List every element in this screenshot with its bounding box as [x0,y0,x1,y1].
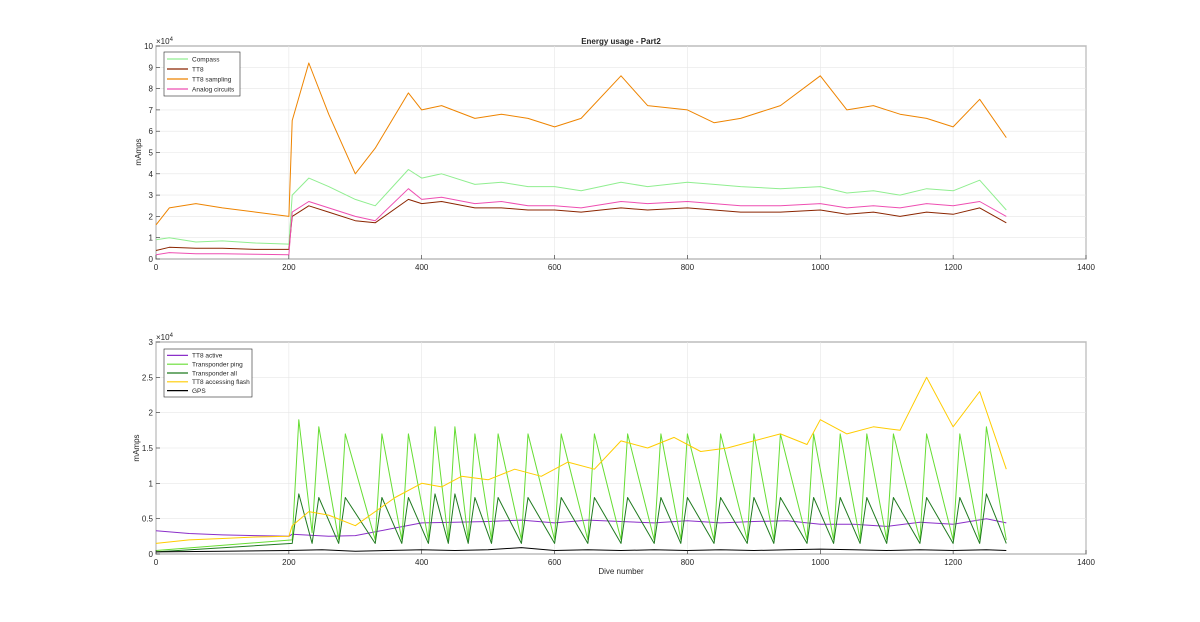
legend-entry-label: TT8 active [192,353,223,360]
top-chart: 0 200 400 600 800 1000 1200 1400 0 1 2 3 4 5 6 7 8 9 10 En… [134,37,1095,272]
top-chart-title: Energy usage - Part2 [581,37,661,46]
legend-entry-label: Compass [192,56,220,63]
y-tick-label: 3 [149,338,154,347]
y-tick-label: 3 [149,191,154,200]
y-tick-label: 0 [149,255,154,264]
x-tick-label: 400 [415,263,429,272]
y-tick-label: 2.5 [142,373,154,382]
y-tick-label: 2 [149,409,154,418]
y-tick-label: 10 [144,42,153,51]
y-tick-label: 7 [149,106,154,115]
bottom-x-axis-label: Dive number [598,567,644,576]
x-tick-label: 800 [681,263,695,272]
top-y-axis-label: mAmps [134,138,143,165]
x-tick-label: 1200 [944,263,962,272]
top-series [155,62,1007,256]
series-line-tt8-sampling [155,62,1007,226]
x-tick-label: 600 [548,558,562,567]
series-line-transponder-ping [155,419,1007,551]
series-line-transponder-all [155,493,1007,553]
series-line-compass [155,169,1007,245]
legend-entry-label: Transponder ping [192,362,243,369]
bottom-y-axis-label: mAmps [132,434,141,461]
y-tick-label: 2 [149,212,154,221]
series-line-tt8-accessing-flash [155,376,1007,544]
x-tick-label: 1000 [811,263,829,272]
top-legend: Compass TT8 TT8 sampling Analog circuits [163,51,241,97]
y-tick-label: 5 [149,149,154,158]
x-tick-label: 0 [154,263,159,272]
y-tick-label: 4 [149,170,154,179]
x-tick-label: 1000 [811,558,829,567]
x-tick-label: 600 [548,263,562,272]
bottom-chart: 0 200 400 600 800 1000 1200 1400 0 0.5 1 1.5 2 2.5 3 D… [132,333,1095,576]
y-tick-label: 9 [149,63,154,72]
x-tick-label: 1200 [944,558,962,567]
x-tick-label: 200 [282,558,296,567]
y-tick-label: 8 [149,85,154,94]
y-tick-label: 1.5 [142,444,154,453]
y-tick-label: 0 [149,550,154,559]
series-line-gps [155,547,1007,553]
y-tick-label: 1 [149,479,154,488]
bottom-grid [155,341,1087,555]
y-tick-label: 6 [149,127,154,136]
bottom-series [155,376,1007,553]
series-line-analog-circuits [155,188,1007,256]
bottom-y-exponent: ×104 [156,333,174,342]
x-tick-label: 400 [415,558,429,567]
x-tick-label: 200 [282,263,296,272]
legend-entry-label: TT8 accessing flash [192,379,250,386]
legend-entry-label: Transponder all [192,370,237,377]
legend-entry-label: TT8 [192,66,204,73]
x-tick-label: 1400 [1077,263,1095,272]
x-tick-label: 800 [681,558,695,567]
x-tick-label: 1400 [1077,558,1095,567]
top-y-exponent: ×104 [156,37,174,46]
y-tick-label: 0.5 [142,515,154,524]
top-ticks: 0 200 400 600 800 1000 1200 1400 0 1 2 3 4 5 6 7 8 9 10 [144,42,1095,272]
y-tick-label: 1 [149,234,154,243]
legend-entry-label: TT8 sampling [192,76,232,83]
legend-entry-label: GPS [192,388,206,395]
bottom-ticks: 0 200 400 600 800 1000 1200 1400 0 0.5 1 1.5 2 2.5 3 [142,338,1096,567]
legend-entry-label: Analog circuits [192,86,235,93]
series-line-tt8-active [155,518,1007,537]
x-tick-label: 0 [154,558,159,567]
